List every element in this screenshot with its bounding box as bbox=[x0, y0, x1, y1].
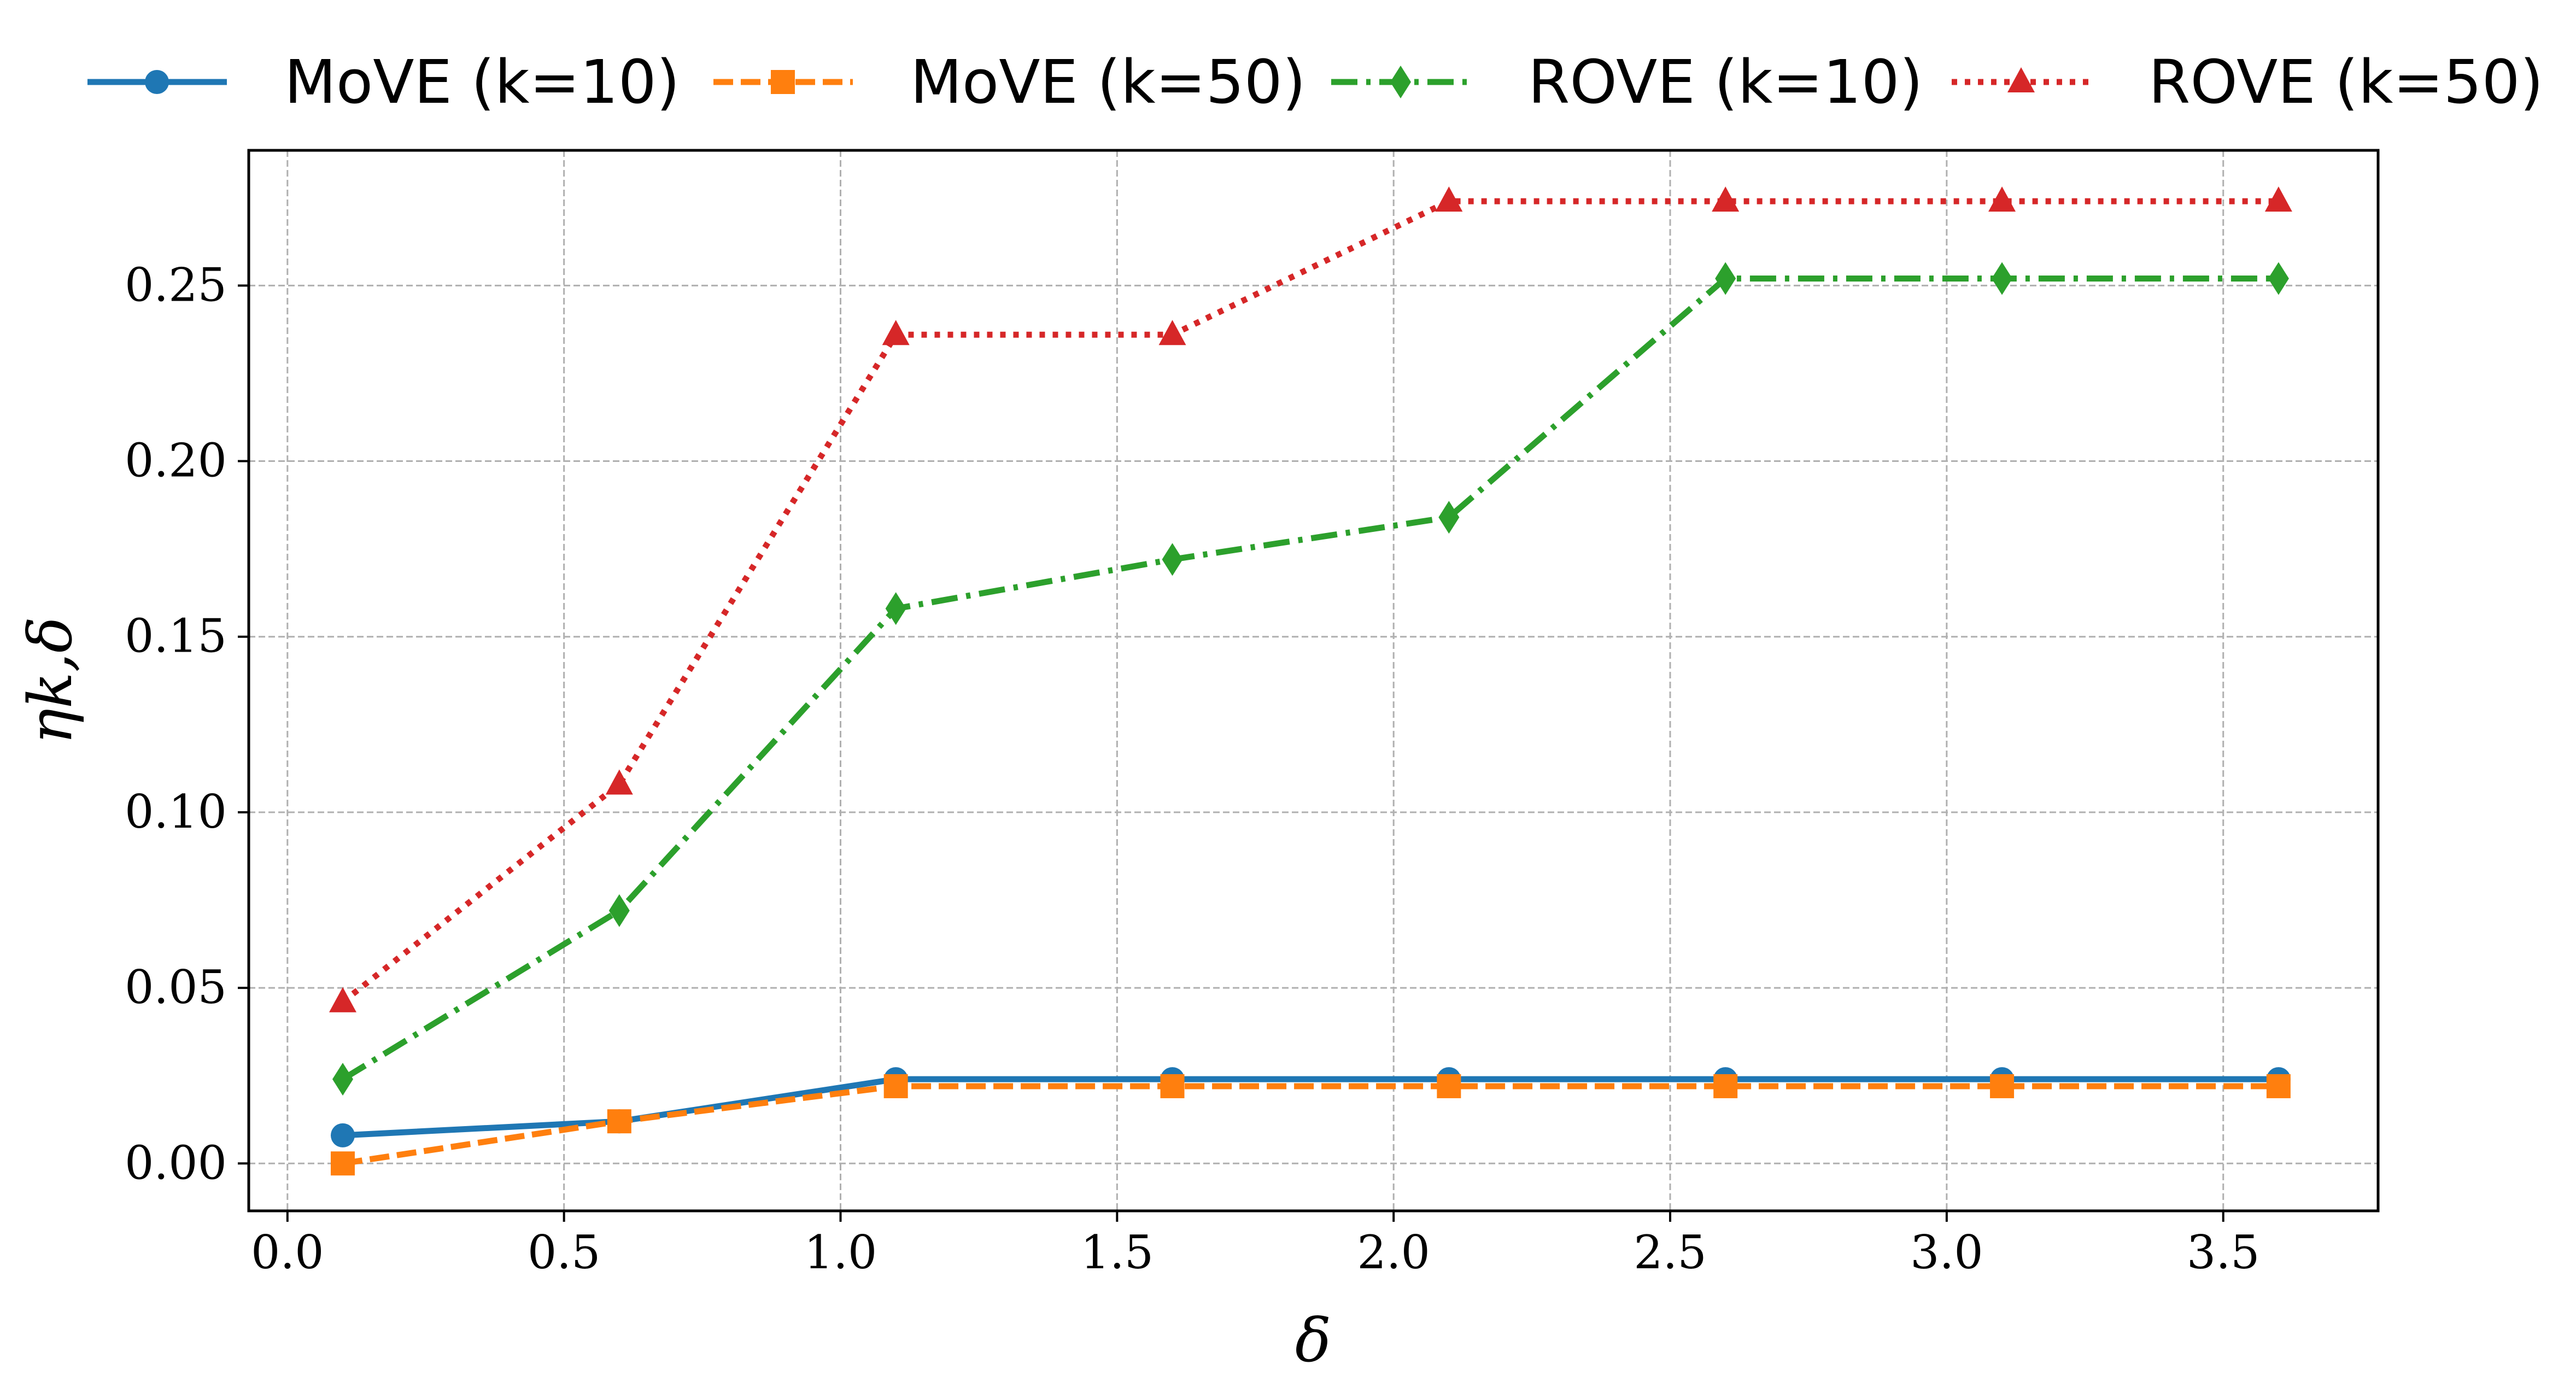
legend-item: MoVE (k=50) bbox=[713, 47, 1306, 117]
legend-item: MoVE (k=10) bbox=[87, 47, 680, 117]
data-point bbox=[2267, 1074, 2291, 1098]
series-line bbox=[343, 201, 2279, 1002]
x-tick-label: 0.5 bbox=[528, 1226, 601, 1279]
series-2 bbox=[332, 262, 2289, 1096]
legend-marker bbox=[771, 70, 795, 94]
data-point bbox=[2268, 262, 2289, 295]
data-point bbox=[332, 1063, 353, 1096]
data-point bbox=[1992, 262, 2012, 295]
legend-marker bbox=[1390, 66, 1411, 98]
data-point bbox=[1161, 1074, 1185, 1098]
data-point bbox=[607, 1109, 631, 1133]
y-axis: 0.00 0.05 0.10 0.15 0.20 0.25 bbox=[125, 258, 249, 1190]
series-line bbox=[343, 1086, 2279, 1163]
y-tick-label: 0.20 bbox=[125, 434, 227, 488]
y-tick-label: 0.05 bbox=[125, 960, 227, 1014]
grid-lines bbox=[249, 150, 2378, 1211]
data-point bbox=[606, 770, 633, 795]
y-tick-label: 0.10 bbox=[125, 785, 227, 839]
data-point bbox=[1437, 1074, 1461, 1098]
x-tick-label: 3.5 bbox=[2187, 1226, 2260, 1279]
legend-marker bbox=[145, 70, 169, 94]
y-tick-label: 0.00 bbox=[125, 1136, 227, 1190]
y-tick-label: 0.15 bbox=[125, 610, 227, 663]
data-point bbox=[331, 1151, 355, 1175]
data-point bbox=[1715, 262, 1736, 295]
series-line bbox=[343, 278, 2279, 1079]
series-1 bbox=[331, 1074, 2291, 1175]
x-tick-label: 2.0 bbox=[1357, 1226, 1430, 1279]
x-tick-label: 1.5 bbox=[1081, 1226, 1154, 1279]
y-axis-title: ηk,δ bbox=[15, 617, 85, 745]
data-point bbox=[1162, 543, 1183, 576]
data-point bbox=[882, 320, 910, 345]
x-tick-label: 2.5 bbox=[1634, 1226, 1707, 1279]
y-tick-label: 0.25 bbox=[125, 258, 227, 312]
x-axis: 0.0 0.5 1.0 1.5 2.0 2.5 3.0 3.5 bbox=[251, 1211, 2260, 1279]
x-tick-label: 3.0 bbox=[1910, 1226, 1983, 1279]
x-tick-label: 0.0 bbox=[251, 1226, 324, 1279]
data-point bbox=[331, 1123, 355, 1147]
x-axis-title: δ bbox=[1295, 1305, 1331, 1375]
data-point bbox=[884, 1074, 908, 1098]
legend-label: MoVE (k=10) bbox=[284, 47, 680, 117]
data-point bbox=[1990, 1074, 2014, 1098]
x-tick-label: 1.0 bbox=[804, 1226, 877, 1279]
legend-item: ROVE (k=50) bbox=[1952, 47, 2543, 117]
legend-label: MoVE (k=50) bbox=[910, 47, 1306, 117]
data-point bbox=[886, 592, 906, 625]
series-layer bbox=[329, 186, 2292, 1175]
legend-item: ROVE (k=10) bbox=[1331, 47, 1923, 117]
data-point bbox=[1438, 501, 1459, 534]
legend-label: ROVE (k=10) bbox=[1528, 47, 1923, 117]
legend: MoVE (k=10) MoVE (k=50) ROVE (k=10) ROVE (k… bbox=[87, 47, 2543, 117]
plot-frame bbox=[249, 150, 2378, 1211]
legend-label: ROVE (k=50) bbox=[2148, 47, 2543, 117]
data-point bbox=[1713, 1074, 1737, 1098]
series-3 bbox=[329, 186, 2292, 1012]
